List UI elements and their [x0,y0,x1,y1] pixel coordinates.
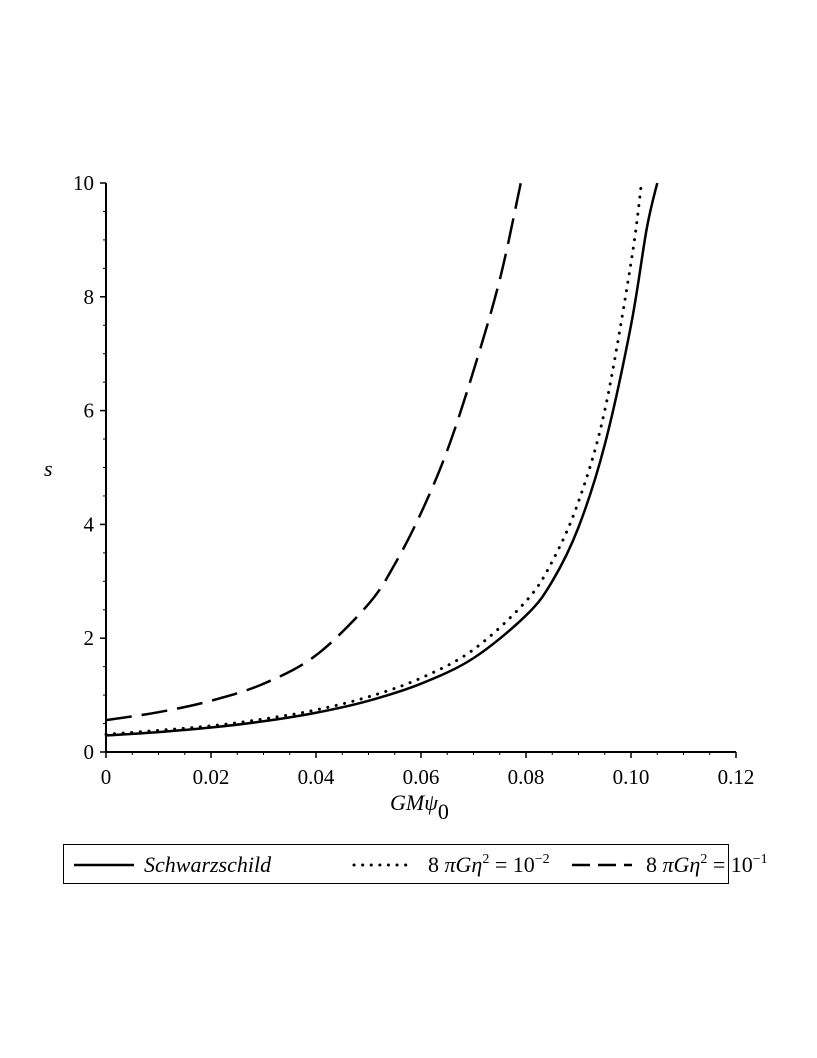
legend-label-eta-minus2: 8 πGη2 = 10−2 [428,852,550,878]
x-axis-title-main: GMψ [390,790,438,815]
y-tick-label: 6 [84,399,95,423]
y-tick-label: 8 [84,285,95,309]
x-tick-label: 0.12 [718,765,755,789]
legend-label-eta-minus1-math: πGη [662,852,701,877]
x-tick-label: 0.06 [403,765,440,789]
legend-label-eta-minus2-sup: 2 [482,852,490,867]
legend-item-eta-minus2: 8 πGη2 = 10−2 [352,845,550,885]
x-tick-label: 0 [101,765,112,789]
legend: Schwarzschild 8 πGη2 = 10−2 8 πGη2 = 10−… [63,844,768,885]
legend-swatch-dotted [352,863,412,867]
x-tick-label: 0.10 [613,765,650,789]
x-tick-label: 0.04 [298,765,335,789]
series-line-schwarzschild [105,182,659,737]
x-axis-title-sub: 0 [438,799,449,824]
legend-label-eta-minus2-rest: = 10 [489,852,535,877]
legend-label-eta-minus1: 8 πGη2 = 10−1 [646,852,768,878]
legend-label-eta-minus2-exp: −2 [534,852,550,867]
y-axis-title: s [44,456,53,481]
y-tick-label: 2 [84,626,95,650]
series-line-eta-minus2 [104,181,643,736]
legend-label-eta-minus1-rest: = 10 [707,852,753,877]
x-tick-label: 0.08 [508,765,545,789]
x-axis-title: GMψ0 [390,790,449,824]
legend-label-eta-minus2-prefix: 8 [428,852,445,877]
legend-label-eta-minus1-exp: −1 [752,852,768,867]
ticks-group: 0 0.02 0.04 0.06 0.08 0.10 0.12 0 2 4 6 8 10 [73,171,754,789]
series-group [104,181,659,737]
legend-swatch-dashed [572,863,632,867]
y-tick-label: 4 [84,512,95,536]
legend-label-eta-minus2-math: πGη [444,852,483,877]
legend-swatch-solid [74,863,134,867]
legend-label-schwarzschild: Schwarzschild [144,852,272,877]
y-tick-label: 0 [84,740,95,764]
y-tick-label: 10 [73,171,94,195]
series-line-eta-minus1 [105,182,522,722]
legend-label-eta-minus1-sup: 2 [700,852,708,867]
legend-label-eta-minus1-prefix: 8 [646,852,663,877]
x-tick-label: 0.02 [193,765,230,789]
legend-item-schwarzschild: Schwarzschild [74,845,271,885]
legend-item-eta-minus1: 8 πGη2 = 10−1 [572,845,768,885]
